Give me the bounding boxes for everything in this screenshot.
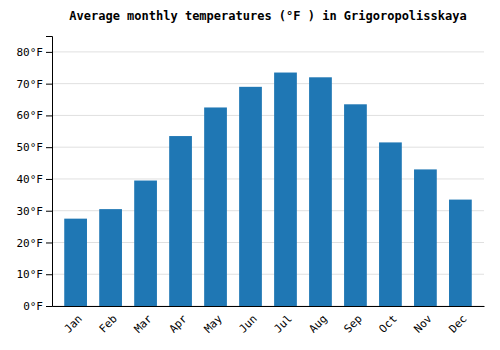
tick-label: Dec — [446, 312, 469, 335]
tick-label: 50°F — [17, 141, 44, 154]
y-axis: 0°F 10°F 20°F 30°F 40°F 50°F 60°F 70°F 80°F — [17, 37, 53, 314]
tick: 80°F — [17, 46, 53, 59]
bar — [344, 104, 367, 306]
tick-label: 0°F — [23, 300, 43, 313]
grid-line — [52, 147, 484, 148]
tick: Oct — [376, 312, 399, 335]
tick: Jun — [237, 312, 260, 335]
bar — [449, 200, 472, 306]
tick-mark — [46, 211, 52, 212]
bar — [414, 169, 437, 306]
bar — [239, 87, 262, 306]
tick-label: Feb — [97, 312, 120, 335]
tick-label: Apr — [167, 312, 191, 336]
tick-mark — [46, 147, 52, 148]
tick-label: 10°F — [17, 268, 44, 281]
tick-label: 30°F — [17, 205, 44, 218]
chart: Average monthly temperatures (°F ) in Gr… — [0, 0, 500, 350]
axis-line — [53, 306, 485, 307]
tick: Feb — [97, 312, 120, 335]
grid-line — [52, 115, 484, 116]
tick: Jul — [272, 312, 295, 335]
tick: 40°F — [17, 173, 53, 186]
tick-label: Nov — [411, 312, 435, 336]
tick-mark — [46, 274, 52, 275]
tick: Aug — [306, 312, 329, 335]
tick: Sep — [341, 312, 364, 335]
tick-label: May — [202, 312, 226, 336]
tick-mark — [46, 115, 52, 116]
tick-label: 60°F — [17, 109, 44, 122]
tick-label: 80°F — [17, 46, 44, 59]
grid-line — [52, 83, 484, 84]
tick-label: 20°F — [17, 236, 44, 249]
tick: 50°F — [17, 141, 53, 154]
tick-mark — [46, 52, 52, 53]
bar — [274, 73, 297, 306]
tick-label: Sep — [341, 312, 364, 335]
tick-label: Jul — [272, 312, 295, 335]
tick-mark — [46, 179, 52, 180]
tick: Apr — [167, 312, 191, 336]
bar — [134, 181, 157, 306]
tick: 10°F — [17, 268, 53, 281]
bar — [204, 107, 227, 306]
tick: 0°F — [23, 300, 52, 313]
tick-label: Aug — [306, 312, 329, 335]
tick: Nov — [411, 312, 435, 336]
x-axis: Jan Feb Mar Apr May Jun Jul Aug Sep Oct Nov Dec — [53, 307, 485, 336]
tick: 70°F — [17, 78, 53, 91]
tick-mark — [46, 306, 52, 307]
bar — [169, 136, 192, 306]
tick-mark — [46, 84, 52, 85]
tick-label: Jun — [237, 312, 260, 335]
bar — [64, 219, 87, 306]
bar — [99, 209, 122, 306]
tick-label: 70°F — [17, 78, 44, 91]
axis-line — [46, 37, 53, 307]
tick: May — [202, 312, 226, 336]
plot: 0°F 10°F 20°F 30°F 40°F 50°F 60°F 70°F 80°F Jan Fe… — [17, 37, 485, 336]
tick: 20°F — [17, 236, 53, 249]
tick-label: Oct — [376, 312, 399, 335]
bars — [64, 73, 472, 306]
chart-title: Average monthly temperatures (°F ) in Gr… — [69, 9, 466, 23]
grid-line — [52, 51, 484, 52]
tick-label: Jan — [62, 312, 85, 335]
bar — [309, 77, 332, 306]
tick: 30°F — [17, 205, 53, 218]
bar — [379, 142, 402, 306]
tick: Mar — [132, 312, 156, 336]
tick: Jan — [62, 312, 85, 335]
tick-mark — [46, 242, 52, 243]
tick-label: 40°F — [17, 173, 44, 186]
grid — [52, 52, 484, 306]
tick: 60°F — [17, 109, 53, 122]
tick: Dec — [446, 312, 469, 335]
tick-label: Mar — [132, 312, 156, 336]
